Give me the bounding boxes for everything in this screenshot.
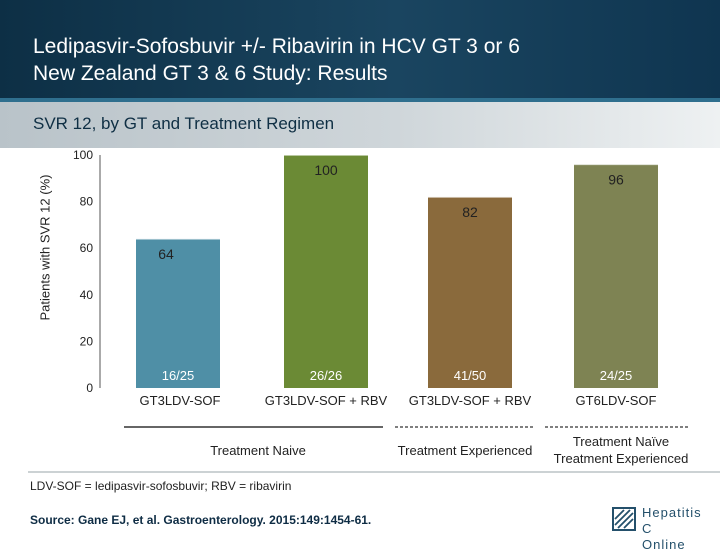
abbreviation-footnote: LDV-SOF = ledipasvir-sofosbuvir; RBV = r… [30,479,292,493]
bar-fraction-label: 26/26 [310,368,343,383]
y-tick-label: 40 [80,288,94,302]
header-banner [0,0,720,102]
y-tick-label: 20 [80,334,94,348]
logo-line-1: Hepatitis C [642,505,702,536]
y-tick-label: 80 [80,195,94,209]
logo-line-2: Online [642,537,686,552]
hepatitis-c-online-logo-icon [612,507,636,531]
page-title: Ledipasvir-Sofosbuvir +/- Ribavirin in H… [33,33,520,87]
bar [136,238,220,388]
x-category-label: GT6LDV-SOF [576,393,657,408]
source-citation: Source: Gane EJ, et al. Gastroenterology… [30,513,372,527]
hepatitis-c-online-logo: Hepatitis C Online [612,505,712,552]
bar [284,155,368,388]
x-category-label: GT3LDV-SOF [140,393,221,408]
group-label: Treatment Experienced [398,443,533,458]
bar [574,164,658,388]
y-tick-label: 0 [86,381,93,395]
bar-fraction-label: 24/25 [600,368,633,383]
bar-value-label: 82 [462,204,478,220]
y-tick-label: 60 [80,241,94,255]
bar-value-label: 96 [608,171,624,187]
bar-value-label: 100 [314,162,338,178]
bar-chart: 0 20 40 60 80 100 64 16/25 GT3LDV-SOF 100 26/26 GT3… [28,148,720,473]
subtitle-bar [0,102,720,148]
title-line-1: Ledipasvir-Sofosbuvir +/- Ribavirin in H… [33,35,520,58]
group-label: Treatment Experienced [554,451,689,466]
group-label: Treatment Naive [210,443,306,458]
x-category-label: GT3LDV-SOF + RBV [409,393,532,408]
logo-text: Hepatitis C Online [642,505,712,553]
bar-fraction-label: 16/25 [162,368,195,383]
chart-subtitle: SVR 12, by GT and Treatment Regimen [33,114,335,133]
title-line-2: New Zealand GT 3 & 6 Study: Results [33,62,388,85]
group-label: Treatment Naïve [573,434,669,449]
y-tick-label: 100 [73,148,93,162]
bar-value-label: 64 [158,246,174,262]
x-category-label: GT3LDV-SOF + RBV [265,393,388,408]
bar-fraction-label: 41/50 [454,368,487,383]
bar [428,196,512,388]
